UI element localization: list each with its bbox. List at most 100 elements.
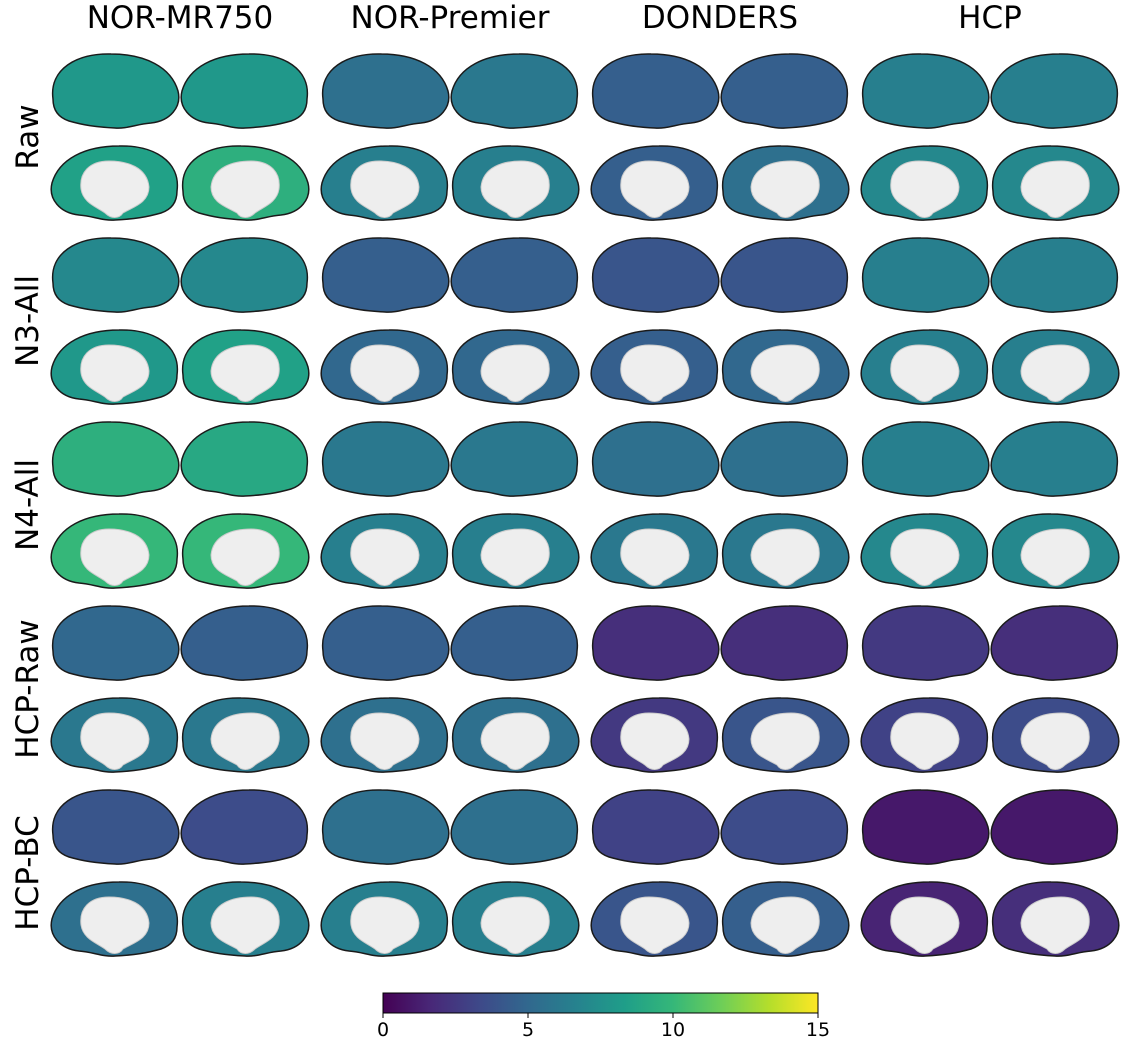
brain-surface [451, 238, 577, 312]
row-label: HCP-BC [10, 815, 46, 930]
brain [723, 882, 849, 956]
brain [861, 146, 987, 220]
brain [721, 238, 847, 312]
brain-surface [863, 790, 989, 864]
row-label: Raw [10, 104, 46, 169]
brain [181, 54, 307, 128]
row-label: N4-All [10, 459, 46, 551]
brain-surface [721, 790, 847, 864]
brain-surface [593, 422, 719, 496]
brain-surface [181, 54, 307, 128]
brain [861, 882, 987, 956]
brain-surface [593, 54, 719, 128]
brain [181, 422, 307, 496]
brain [183, 330, 309, 404]
brain-surface [721, 54, 847, 128]
brain-surface [721, 422, 847, 496]
brain-surface [451, 422, 577, 496]
column-title: NOR-MR750 [87, 0, 274, 36]
figure: NOR-MR750 NOR-Premier DONDERS HCP Raw N3-All N… [0, 0, 1129, 1043]
brain-surface [593, 238, 719, 312]
brain [51, 698, 177, 772]
brain [323, 606, 449, 680]
column-title: DONDERS [642, 0, 798, 36]
brain [593, 238, 719, 312]
colorbar-tick-label: 15 [806, 1019, 830, 1041]
brain [593, 606, 719, 680]
brain [861, 514, 987, 588]
colorbar [383, 993, 818, 1013]
brain-surface [451, 790, 577, 864]
colorbar-tick-label: 5 [522, 1019, 534, 1041]
brain [53, 422, 179, 496]
brain [721, 606, 847, 680]
brain-surface [323, 422, 449, 496]
brain-surface [181, 238, 307, 312]
brain [321, 330, 447, 404]
brain [723, 698, 849, 772]
brain-surface [721, 606, 847, 680]
brain [453, 146, 579, 220]
brain [863, 422, 989, 496]
brain-surface [863, 54, 989, 128]
column-title: NOR-Premier [351, 0, 550, 36]
brain [53, 238, 179, 312]
brain [53, 606, 179, 680]
brain-surface [863, 606, 989, 680]
brain [723, 514, 849, 588]
brain [451, 54, 577, 128]
brain [723, 146, 849, 220]
brain [181, 238, 307, 312]
brain [993, 698, 1119, 772]
brain [183, 514, 309, 588]
brain [323, 238, 449, 312]
brain-surface [991, 606, 1117, 680]
brain [51, 330, 177, 404]
brain [593, 422, 719, 496]
colorbar-tick-label: 0 [377, 1019, 389, 1041]
brain-surface [323, 54, 449, 128]
brain [591, 514, 717, 588]
brain-surface [451, 606, 577, 680]
brain [451, 238, 577, 312]
brain [451, 422, 577, 496]
brain-surface [53, 238, 179, 312]
brain [181, 606, 307, 680]
row-label: N3-All [10, 275, 46, 367]
brain [323, 54, 449, 128]
brain-surface [991, 422, 1117, 496]
brain [591, 882, 717, 956]
brain-surface [323, 238, 449, 312]
brain [453, 882, 579, 956]
brain [863, 790, 989, 864]
brain [991, 606, 1117, 680]
row-label: HCP-Raw [10, 619, 46, 758]
brain [323, 790, 449, 864]
brain [321, 146, 447, 220]
brain [993, 330, 1119, 404]
brain [721, 422, 847, 496]
brain-surface [181, 422, 307, 496]
brain-surface [593, 790, 719, 864]
brain [51, 882, 177, 956]
brain [321, 882, 447, 956]
brain [861, 698, 987, 772]
brain [323, 422, 449, 496]
brain [321, 698, 447, 772]
brain [721, 790, 847, 864]
brain [591, 698, 717, 772]
brain-surface [181, 790, 307, 864]
brain [993, 514, 1119, 588]
brain-surface [593, 606, 719, 680]
brain [453, 698, 579, 772]
brain [593, 54, 719, 128]
brain-surface [451, 54, 577, 128]
brain-surface [721, 238, 847, 312]
brain [863, 238, 989, 312]
column-title: HCP [958, 0, 1022, 36]
brain [991, 238, 1117, 312]
brain [723, 330, 849, 404]
colorbar-tick-label: 10 [661, 1019, 685, 1041]
brain [51, 146, 177, 220]
brain [181, 790, 307, 864]
